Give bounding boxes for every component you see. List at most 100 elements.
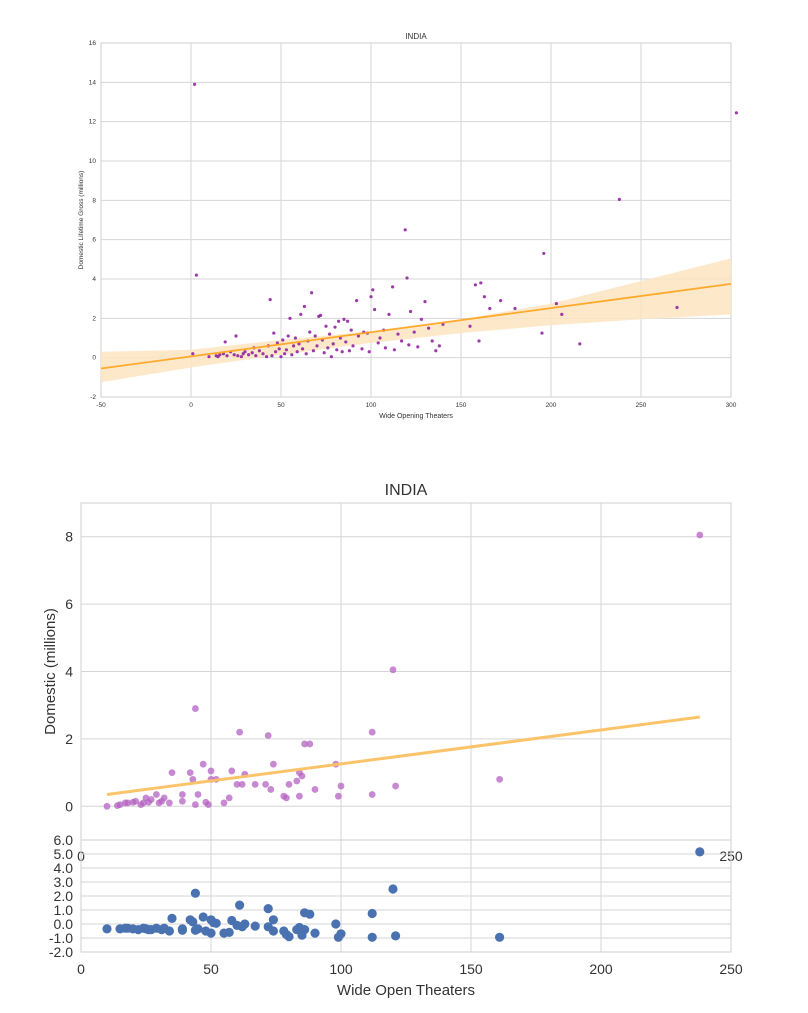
top-chart-title: INDIA bbox=[405, 32, 427, 41]
bottom-x-tick-label: 0 bbox=[77, 961, 85, 977]
top-data-point bbox=[437, 344, 441, 348]
top-data-point bbox=[279, 355, 283, 359]
top-data-point bbox=[387, 312, 391, 316]
top-x-tick-label: 0 bbox=[189, 402, 193, 409]
top-data-point bbox=[351, 344, 355, 348]
top-x-tick-label: 200 bbox=[546, 402, 557, 409]
top-data-point bbox=[257, 349, 261, 353]
bottom-data-point bbox=[388, 884, 398, 894]
top-data-point bbox=[293, 336, 297, 340]
top-data-point bbox=[193, 82, 197, 86]
middle-data-point bbox=[179, 791, 186, 798]
middle-data-point bbox=[301, 740, 308, 748]
top-x-axis-label: Wide Opening Theaters bbox=[379, 413, 453, 420]
middle-chart-title: INDIA bbox=[385, 482, 428, 499]
bottom-data-point bbox=[224, 927, 234, 938]
middle-data-point bbox=[368, 728, 376, 736]
middle-y-tick-label: 2 bbox=[65, 731, 73, 747]
middle-data-point bbox=[311, 786, 319, 793]
top-x-tick-label: 100 bbox=[366, 402, 377, 409]
bottom-data-point bbox=[305, 909, 315, 919]
top-data-point bbox=[261, 352, 265, 356]
top-data-point bbox=[236, 354, 240, 358]
bottom-data-point bbox=[167, 913, 177, 924]
top-data-point bbox=[311, 349, 315, 353]
top-data-point bbox=[329, 355, 333, 359]
bottom-data-point bbox=[268, 926, 278, 936]
top-data-point bbox=[270, 354, 274, 358]
bottom-data-point bbox=[336, 929, 346, 939]
middle-data-point bbox=[192, 801, 199, 809]
top-data-point bbox=[403, 228, 407, 232]
top-data-point bbox=[391, 285, 395, 289]
middle-data-point bbox=[186, 769, 194, 776]
top-data-point bbox=[367, 350, 371, 354]
top-data-point bbox=[250, 351, 254, 355]
middle-data-point bbox=[124, 799, 132, 807]
top-y-axis-label: Domestic Lifetime Gross (millions) bbox=[78, 171, 85, 270]
top-y-tick-label: 6 bbox=[92, 237, 96, 244]
top-data-point bbox=[281, 338, 285, 342]
middle-data-point bbox=[296, 792, 303, 800]
top-data-point bbox=[430, 339, 434, 343]
top-y-tick-label: 12 bbox=[89, 119, 97, 126]
bottom-data-point bbox=[391, 931, 401, 941]
top-data-point bbox=[383, 346, 387, 350]
middle-data-point bbox=[270, 760, 277, 768]
top-data-point bbox=[360, 347, 364, 351]
bottom-y-tick-label: 6.0 bbox=[54, 832, 74, 848]
top-data-point bbox=[322, 351, 326, 355]
top-data-point bbox=[335, 348, 339, 352]
middle-data-point bbox=[192, 705, 199, 712]
top-data-point bbox=[419, 317, 423, 321]
middle-data-point bbox=[103, 802, 111, 810]
bottom-data-point bbox=[177, 924, 187, 934]
bottom-data-point bbox=[211, 918, 221, 928]
top-data-point bbox=[554, 301, 559, 306]
top-confidence-band bbox=[101, 258, 731, 383]
bottom-data-point bbox=[198, 912, 208, 922]
top-data-point bbox=[427, 326, 431, 330]
top-x-tick-label: 150 bbox=[456, 402, 467, 409]
top-data-point bbox=[675, 305, 679, 310]
top-data-point bbox=[302, 304, 306, 309]
top-data-point bbox=[416, 345, 420, 349]
top-data-point bbox=[326, 346, 330, 350]
top-data-point bbox=[319, 313, 323, 317]
top-data-point bbox=[542, 251, 546, 256]
middle-y-tick-label: 0 bbox=[65, 798, 73, 814]
bottom-y-tick-label: 5.0 bbox=[54, 846, 74, 862]
bottom-x-tick-label: 200 bbox=[589, 961, 613, 977]
top-data-point bbox=[617, 197, 622, 201]
top-data-point bbox=[275, 341, 279, 345]
top-data-point bbox=[347, 349, 351, 353]
top-y-tick-label: 2 bbox=[92, 315, 96, 322]
top-data-point bbox=[286, 334, 290, 338]
top-data-point bbox=[513, 306, 517, 311]
bottom-data-point bbox=[102, 924, 112, 934]
middle-data-point bbox=[283, 794, 290, 802]
bottom-y-tick-label: 0.0 bbox=[54, 916, 74, 932]
top-data-point bbox=[479, 281, 483, 285]
middle-data-point bbox=[389, 666, 397, 674]
top-data-point bbox=[234, 334, 238, 338]
middle-data-point bbox=[267, 786, 275, 793]
middle-data-point bbox=[392, 782, 399, 790]
top-data-point bbox=[268, 298, 272, 302]
middle-panel: 025002468 bbox=[65, 502, 743, 864]
top-data-point bbox=[355, 299, 359, 303]
top-data-point bbox=[328, 332, 332, 336]
bottom-y-tick-label: -1.0 bbox=[49, 930, 73, 946]
top-data-point bbox=[232, 353, 236, 357]
middle-data-point bbox=[199, 760, 207, 768]
middle-y-axis-label: Domestic (millions) bbox=[42, 608, 59, 735]
middle-data-point bbox=[285, 780, 293, 788]
middle-y-tick-label: 6 bbox=[65, 596, 73, 612]
top-data-point bbox=[482, 295, 486, 299]
bottom-data-point bbox=[367, 932, 377, 942]
top-data-point bbox=[191, 352, 195, 356]
middle-data-point bbox=[335, 792, 342, 800]
top-data-point bbox=[310, 291, 314, 295]
middle-data-point bbox=[116, 801, 124, 809]
top-data-point bbox=[313, 334, 317, 338]
